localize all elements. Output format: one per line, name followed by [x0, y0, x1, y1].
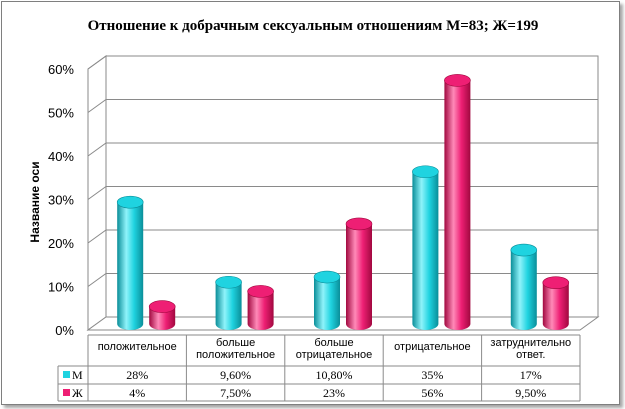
bar-zh [148, 300, 176, 330]
data-label: 7,50% [220, 386, 251, 400]
data-table: положительное большеположительноебольшеот… [57, 334, 581, 402]
chart-title: Отношение к добрачным сексуальным отноше… [88, 18, 539, 34]
bar-m [313, 270, 341, 330]
y-tick-label: 60% [48, 62, 74, 77]
bar-body [215, 282, 242, 330]
bar-top [313, 270, 341, 284]
y-axis-label: Название оси [28, 161, 42, 242]
chart-frame: Отношение к добрачным сексуальным отноше… [1, 1, 620, 405]
legend-swatch [63, 371, 70, 378]
data-label: 4% [129, 386, 145, 400]
y-tick-label: 40% [48, 149, 74, 164]
bar-body [149, 306, 176, 330]
x-tick-label: положительное [98, 341, 177, 353]
bar-zh [444, 74, 471, 331]
y-tick-label: 50% [48, 106, 74, 121]
x-tick-label: положительное [196, 349, 275, 361]
gridline [87, 55, 598, 70]
bar-body [346, 223, 372, 330]
data-label: 9,50% [515, 386, 546, 400]
bar-top [215, 275, 242, 289]
x-tick-label: отрицательное [394, 341, 470, 353]
y-tick-label: 0% [55, 323, 74, 338]
bar-top [345, 217, 373, 231]
data-label: 23% [323, 386, 345, 400]
legend-label: М [72, 368, 83, 382]
bar-top [444, 74, 471, 87]
legend-label: Ж [72, 386, 83, 400]
bar-body [444, 80, 471, 331]
bar-top [510, 243, 538, 257]
data-label: 56% [421, 386, 443, 400]
bar-top [542, 276, 570, 289]
y-tick-labels: 0% 10% 20% 30% 40% 50% 60% [48, 62, 74, 338]
gridline [87, 142, 598, 157]
bar-top [247, 285, 274, 298]
gridline [87, 99, 598, 113]
data-label: 28% [126, 368, 148, 382]
x-tick-label: ответ. [516, 349, 545, 361]
bar-body [542, 282, 569, 330]
bar-top [148, 300, 176, 313]
x-tick-label: затруднительно [490, 337, 571, 349]
x-tick-label: больше [314, 337, 353, 349]
bar-m [510, 243, 538, 330]
x-tick-label: больше [216, 337, 255, 349]
data-label: 35% [421, 368, 443, 382]
bar-zh [542, 276, 570, 330]
bar-top [412, 165, 439, 179]
bar-zh [247, 285, 274, 330]
bar-body [412, 171, 439, 330]
legend-swatch [63, 389, 70, 396]
data-label: 10,80% [316, 368, 353, 382]
bar-body [247, 291, 274, 330]
y-tick-label: 30% [48, 193, 74, 208]
data-label: 17% [520, 368, 542, 382]
chart-canvas: Отношение к добрачным сексуальным отноше… [28, 18, 600, 402]
bar-top [116, 195, 144, 209]
y-tick-label: 10% [48, 280, 74, 295]
bar-body [117, 202, 144, 330]
bar-m [116, 195, 144, 330]
bar-m [215, 275, 242, 330]
floor [86, 316, 600, 331]
bar-zh [345, 217, 373, 330]
data-label: 9,60% [220, 368, 251, 382]
y-tick-label: 20% [48, 236, 74, 251]
bar-body [314, 277, 340, 330]
bar-body [510, 250, 537, 330]
bar-m [412, 165, 439, 330]
x-tick-label: отрицательное [296, 349, 372, 361]
bars [116, 74, 570, 331]
